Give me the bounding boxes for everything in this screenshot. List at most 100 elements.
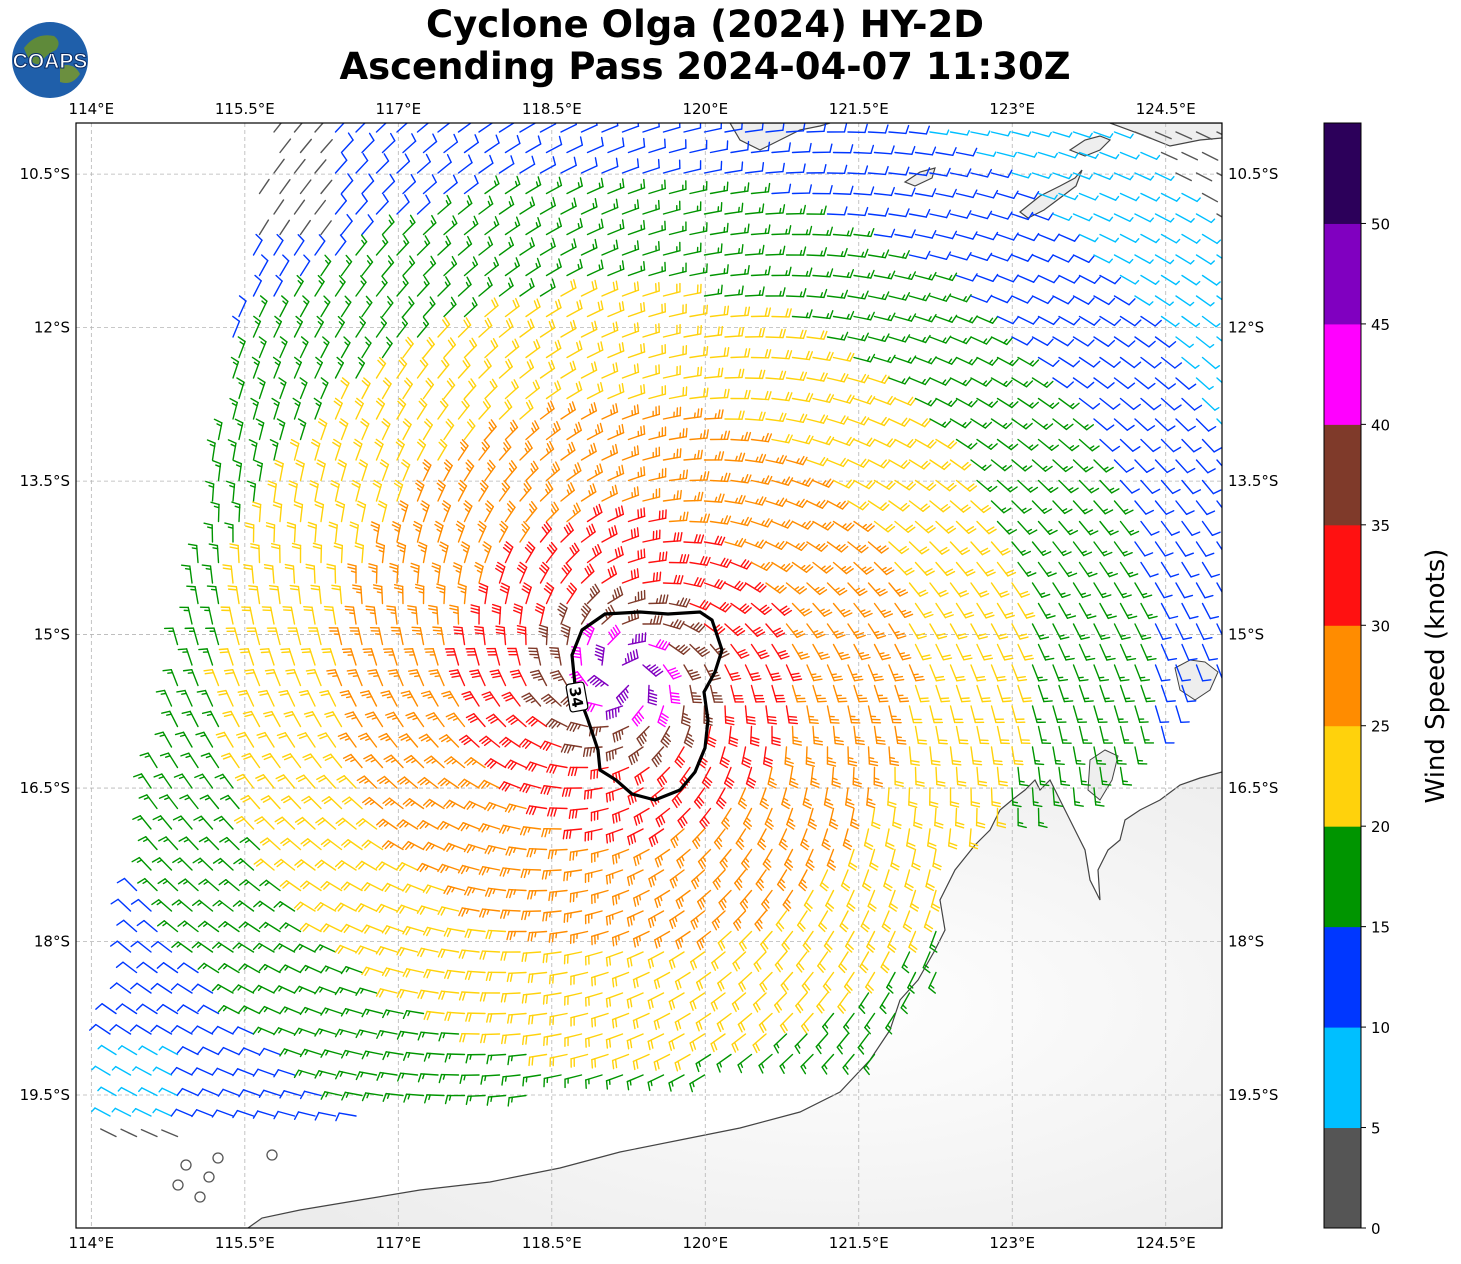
- wind-barb: [251, 356, 261, 379]
- wind-barb: [314, 274, 325, 297]
- colorbar-segment: [1324, 123, 1361, 224]
- wind-barb: [437, 438, 448, 461]
- wind-barb: [873, 438, 896, 448]
- wind-barb: [334, 152, 348, 174]
- wind-barb: [908, 500, 931, 513]
- colorbar-segment: [1324, 1027, 1361, 1129]
- wind-barb: [545, 176, 563, 195]
- wind-barb: [765, 162, 785, 174]
- wind-barb: [361, 254, 374, 277]
- wind-barb: [683, 201, 702, 215]
- wind-barb: [1134, 131, 1152, 140]
- wind-barb: [299, 179, 312, 195]
- wind-barb: [750, 390, 772, 401]
- wind-barb: [437, 316, 451, 338]
- wind-barb: [299, 336, 309, 359]
- wind-barb: [293, 158, 306, 174]
- wind-barb: [689, 263, 708, 277]
- wind-barb: [627, 384, 646, 400]
- wind-barb: [888, 166, 910, 176]
- wind-barb: [1093, 459, 1114, 473]
- wind-barb: [709, 181, 729, 195]
- wind-barb: [683, 491, 704, 502]
- wind-barb: [662, 489, 682, 502]
- wind-barb: [361, 336, 372, 359]
- wind-barb: [519, 155, 536, 174]
- wind-barb: [724, 244, 744, 256]
- wind-barb: [703, 493, 725, 503]
- wind-barb: [422, 214, 437, 236]
- wind-barb: [976, 231, 999, 241]
- wind-barb: [586, 259, 604, 277]
- wind-barb: [525, 257, 541, 277]
- wind-barb: [1093, 295, 1116, 306]
- wind-barb: [1011, 377, 1034, 388]
- wind-barb: [703, 451, 725, 461]
- wind-barb: [812, 393, 835, 404]
- wind-barb: [750, 265, 771, 277]
- wind-barb: [744, 496, 767, 506]
- wind-barb: [1031, 131, 1052, 138]
- wind-barb: [498, 318, 514, 338]
- wind-barb: [580, 442, 597, 461]
- wind-barb: [545, 217, 562, 236]
- wind-barb: [276, 418, 286, 441]
- colorbar-tick-label: 5: [1371, 1120, 1381, 1138]
- wind-barb: [1181, 397, 1203, 411]
- wind-barb: [484, 419, 497, 441]
- wind-barb: [750, 141, 771, 154]
- wind-barb: [545, 461, 561, 482]
- wind-barb: [1099, 192, 1120, 201]
- wind-barb: [1201, 397, 1220, 411]
- wind-barb: [601, 443, 619, 461]
- wind-barb: [765, 287, 786, 297]
- wind-barb: [894, 355, 917, 364]
- wind-barb: [504, 134, 521, 154]
- wind-barb: [724, 326, 745, 338]
- colorbar-segment: [1324, 1127, 1361, 1229]
- wind-barb: [545, 299, 562, 318]
- colorbar-segment: [1324, 424, 1361, 526]
- wind-barb: [601, 403, 619, 420]
- lat-tick-label-right: 10.5°S: [1228, 165, 1278, 183]
- wind-barb: [463, 459, 475, 482]
- kimberley-islands: [1174, 659, 1219, 701]
- wind-barb: [309, 480, 319, 502]
- wind-barb: [273, 199, 285, 215]
- wind-barb: [1154, 377, 1176, 390]
- wind-barb: [1099, 438, 1121, 452]
- wind-barb: [791, 434, 814, 445]
- wind-barb: [250, 397, 259, 420]
- wind-barb: [1052, 459, 1074, 473]
- wind-barb: [929, 129, 950, 136]
- wind-barb: [668, 180, 687, 195]
- wind-barb: [340, 173, 354, 195]
- wind-barb: [812, 310, 834, 320]
- wind-barb: [395, 438, 405, 461]
- wind-barb: [771, 142, 791, 154]
- colorbar-segment: [1324, 625, 1361, 727]
- wind-barb: [730, 389, 751, 400]
- wind-barb: [867, 416, 890, 427]
- wind-barb: [545, 258, 562, 277]
- colorbar-segment: [1324, 524, 1361, 626]
- wind-barb: [806, 456, 829, 467]
- wind-barb: [873, 145, 895, 155]
- wind-barb: [703, 160, 723, 174]
- wind-barb: [970, 336, 993, 345]
- wind-barb: [765, 204, 786, 215]
- wind-barb: [955, 273, 978, 282]
- wind-barb: [1175, 459, 1196, 474]
- wind-barb: [504, 460, 518, 482]
- wind-barb: [361, 295, 373, 318]
- wind-barb: [888, 124, 910, 135]
- wind-barb: [853, 144, 875, 155]
- wind-barb: [826, 415, 849, 425]
- wind-barb: [1181, 315, 1201, 328]
- wind-barb: [332, 438, 342, 461]
- wind-barb: [730, 431, 752, 442]
- wind-barb: [580, 483, 597, 502]
- wind-barb: [929, 335, 952, 344]
- lon-tick-label-top: 124.5°E: [1136, 100, 1196, 118]
- wind-barb: [683, 366, 703, 379]
